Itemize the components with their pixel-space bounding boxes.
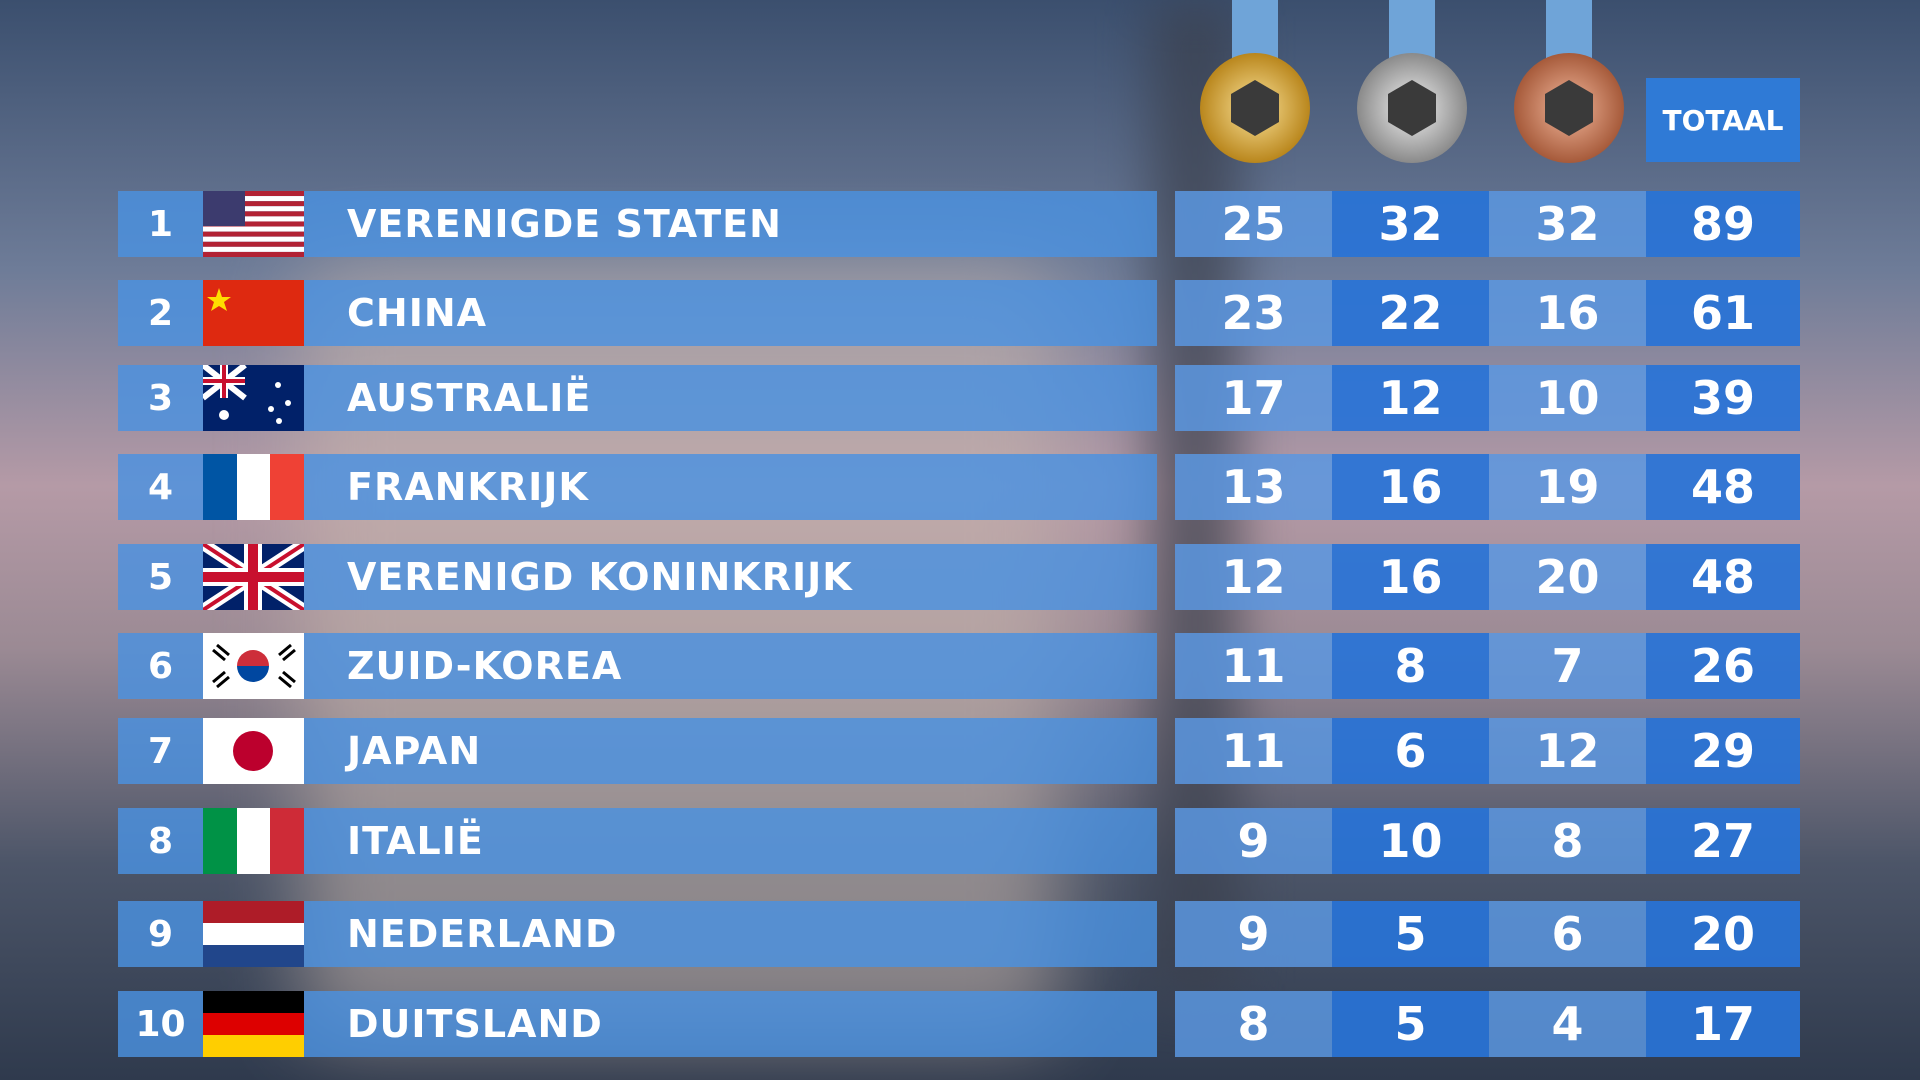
- flag: [203, 991, 304, 1057]
- flag: [203, 454, 304, 520]
- gold-count: 9: [1175, 901, 1332, 967]
- gold-count: 13: [1175, 454, 1332, 520]
- gold-count: 23: [1175, 280, 1332, 346]
- country-name: DUITSLAND: [347, 1002, 603, 1046]
- silver-count: 22: [1332, 280, 1489, 346]
- gold-count: 9: [1175, 808, 1332, 874]
- total-header: TOTAAL: [1646, 78, 1800, 162]
- rank: 7: [147, 730, 174, 772]
- country-name: AUSTRALIË: [347, 376, 592, 420]
- flag: [203, 191, 304, 257]
- rank: 5: [147, 556, 174, 598]
- country-name: ITALIË: [347, 819, 484, 863]
- total-count: 48: [1646, 454, 1800, 520]
- bronze-count: 10: [1489, 365, 1646, 431]
- country-name: FRANKRIJK: [347, 465, 589, 509]
- silver-count: 5: [1332, 901, 1489, 967]
- flag: [203, 544, 304, 610]
- total-count: 48: [1646, 544, 1800, 610]
- country-name: NEDERLAND: [347, 912, 618, 956]
- total-count: 17: [1646, 991, 1800, 1057]
- total-count: 61: [1646, 280, 1800, 346]
- silver-count: 10: [1332, 808, 1489, 874]
- country-name: VERENIGDE STATEN: [347, 202, 782, 246]
- country-name: JAPAN: [347, 729, 482, 773]
- bronze-count: 32: [1489, 191, 1646, 257]
- medals: [1200, 0, 1624, 163]
- silver-medal: [1357, 0, 1467, 163]
- rank: 4: [147, 466, 174, 508]
- flag: [203, 633, 304, 699]
- flag: [203, 718, 304, 784]
- gold-count: 17: [1175, 365, 1332, 431]
- flag: [203, 808, 304, 874]
- total-count: 39: [1646, 365, 1800, 431]
- gold-count: 12: [1175, 544, 1332, 610]
- rank: 9: [147, 913, 174, 955]
- rank: 2: [147, 292, 174, 334]
- silver-count: 16: [1332, 454, 1489, 520]
- bronze-count: 4: [1489, 991, 1646, 1057]
- total-count: 89: [1646, 191, 1800, 257]
- rank: 10: [135, 1003, 186, 1045]
- silver-count: 5: [1332, 991, 1489, 1057]
- total-count: 20: [1646, 901, 1800, 967]
- gold-count: 11: [1175, 718, 1332, 784]
- flag: [203, 901, 304, 967]
- silver-count: 8: [1332, 633, 1489, 699]
- gold-count: 25: [1175, 191, 1332, 257]
- silver-count: 12: [1332, 365, 1489, 431]
- flag: [203, 280, 304, 346]
- bronze-count: 20: [1489, 544, 1646, 610]
- bronze-count: 19: [1489, 454, 1646, 520]
- flag: [203, 365, 304, 431]
- bronze-count: 16: [1489, 280, 1646, 346]
- rank: 1: [147, 203, 174, 245]
- rank: 3: [147, 377, 174, 419]
- country-name: CHINA: [347, 291, 488, 335]
- gold-medal: [1200, 0, 1310, 163]
- country-name: VERENIGD KONINKRIJK: [347, 555, 853, 599]
- country-name: ZUID-KOREA: [347, 644, 623, 688]
- bronze-count: 7: [1489, 633, 1646, 699]
- bronze-count: 6: [1489, 901, 1646, 967]
- bronze-medal: [1514, 0, 1624, 163]
- silver-count: 16: [1332, 544, 1489, 610]
- bronze-count: 8: [1489, 808, 1646, 874]
- total-count: 29: [1646, 718, 1800, 784]
- gold-count: 8: [1175, 991, 1332, 1057]
- rank: 8: [147, 820, 174, 862]
- rank: 6: [147, 645, 174, 687]
- silver-count: 6: [1332, 718, 1489, 784]
- total-count: 26: [1646, 633, 1800, 699]
- gold-count: 11: [1175, 633, 1332, 699]
- total-count: 27: [1646, 808, 1800, 874]
- bronze-count: 12: [1489, 718, 1646, 784]
- silver-count: 32: [1332, 191, 1489, 257]
